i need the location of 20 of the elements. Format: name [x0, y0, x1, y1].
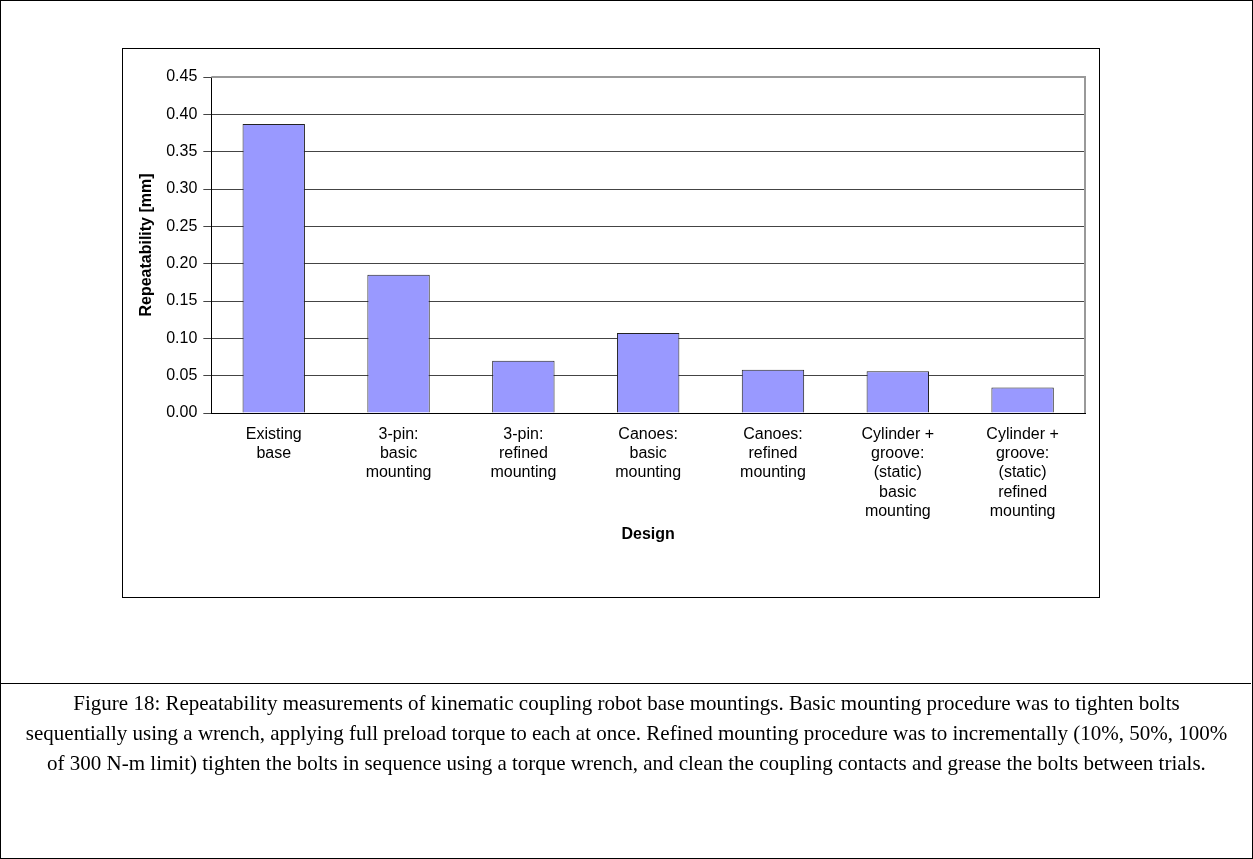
x-tick-label: 3-pin: basic mounting	[365, 425, 432, 481]
y-tick-label: 0.00	[166, 403, 198, 421]
y-tick-label: 0.30	[166, 179, 198, 197]
x-tick-label: Cylinder + groove: (static) basic mounting	[861, 425, 935, 519]
y-tick-label: 0.35	[166, 142, 198, 160]
y-axis-title: Repeatability [mm]	[137, 173, 155, 317]
y-tick-label: 0.25	[166, 216, 198, 234]
y-tick-label: 0.40	[166, 104, 198, 122]
y-tick-label: 0.20	[166, 254, 198, 272]
y-tick-label: 0.15	[166, 291, 198, 309]
x-tick-label: Cylinder + groove: (static) refined mounting	[986, 425, 1059, 519]
x-tick-label: Canoes: refined mounting	[740, 425, 806, 481]
x-tick-label: Existing base	[245, 425, 302, 462]
x-tick-label: 3-pin: refined mounting	[490, 425, 557, 481]
x-tick-label: Canoes: basic mounting	[615, 425, 682, 481]
y-tick-label: 0.10	[166, 328, 198, 346]
caption: Figure 18: Repeatability measurements of kinematic coupling robot base mountings. Basic mounting procedure was to tighten bolts sequentially using a wrench, applying full preload torque to each at once. Refined mounting procedure was to incrementally (10%, 50%, 100% of 300 N-m limit) tighten the bolts in sequence using a torque wrench, and clean the coupling contacts and grease the bolts between trials.	[24, 690, 1229, 777]
x-axis-title: Design	[621, 525, 675, 543]
y-tick-label: 0.45	[166, 67, 198, 85]
y-tick-label: 0.05	[166, 366, 198, 384]
